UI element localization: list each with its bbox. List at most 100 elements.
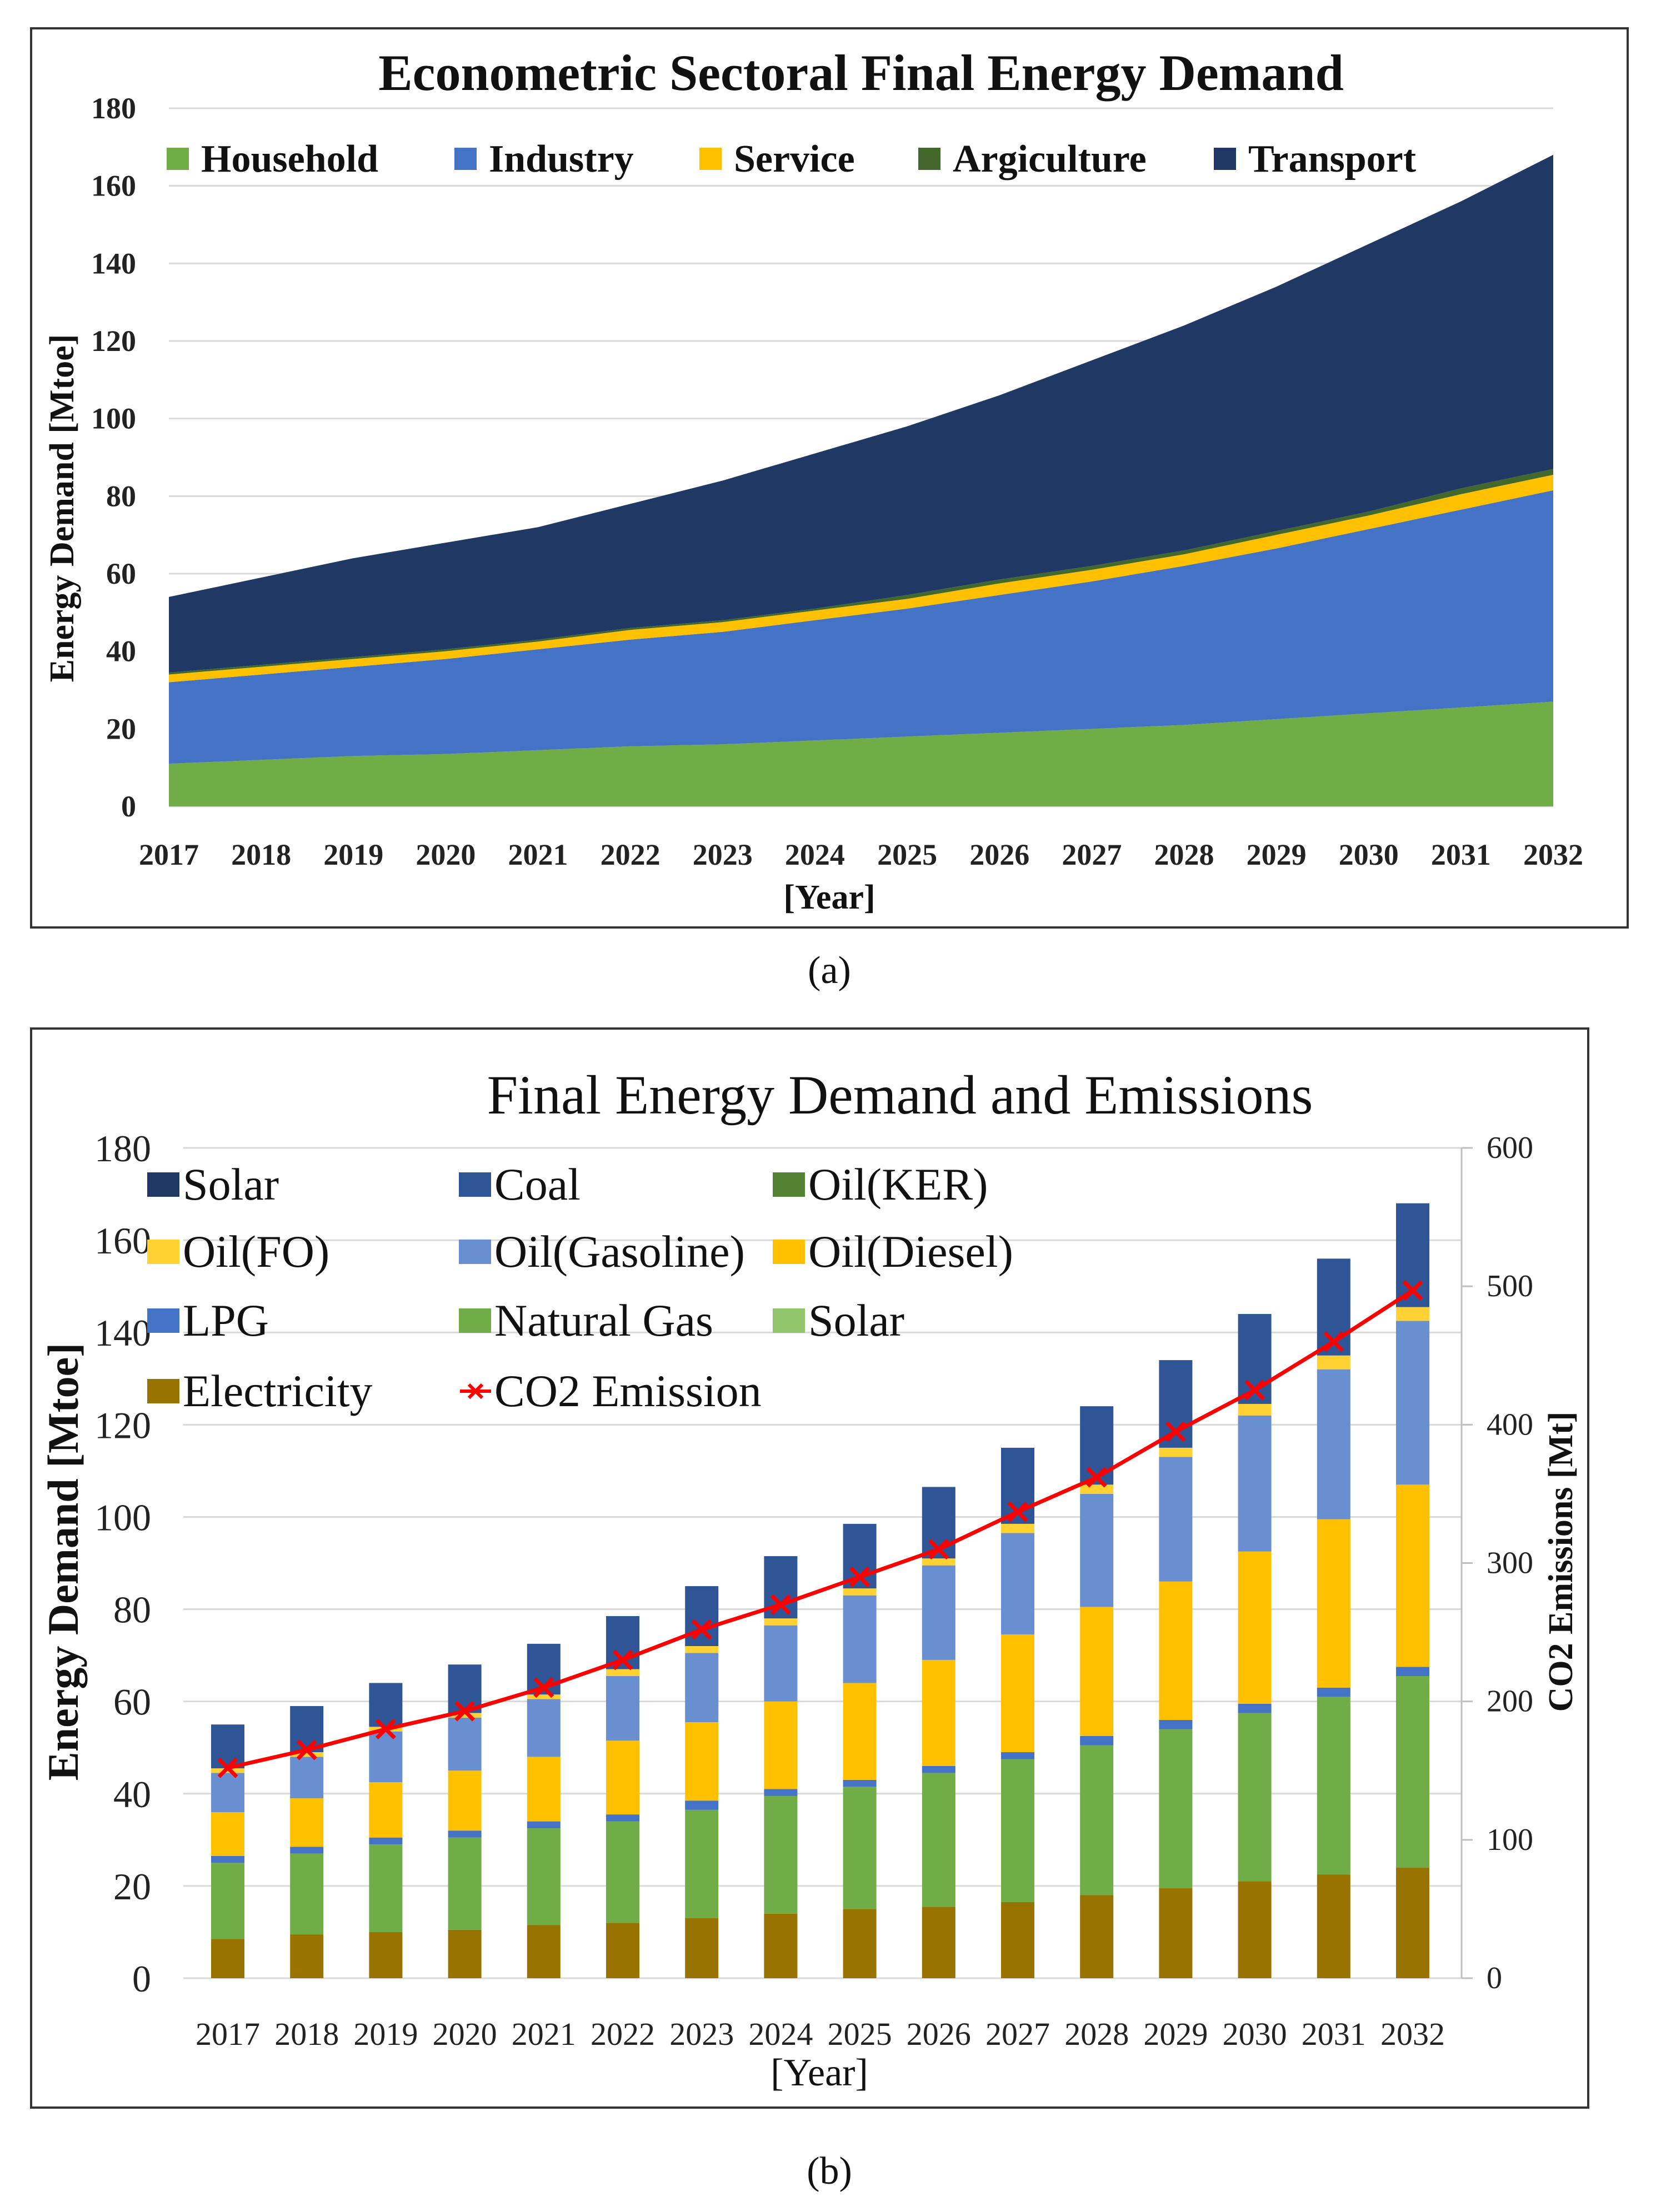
chart-b-title: Final Energy Demand and Emissions bbox=[487, 1064, 1313, 1126]
legend-label: Oil(FO) bbox=[183, 1226, 329, 1277]
bar-segment-electricity bbox=[1396, 1867, 1429, 1978]
legend-label: Oil(Diesel) bbox=[808, 1226, 1013, 1277]
bar-segment-oil-gasoline- bbox=[606, 1676, 639, 1741]
co2-marker-stroke bbox=[770, 1594, 791, 1615]
x-tick-label: 2023 bbox=[693, 838, 753, 871]
legend-label: Service bbox=[734, 138, 855, 180]
bar-segment-oil-diesel- bbox=[843, 1683, 877, 1780]
y-tick-label: 180 bbox=[91, 92, 136, 125]
bar-segment-electricity bbox=[764, 1913, 798, 1978]
legend-swatch-natural-gas bbox=[459, 1308, 491, 1333]
bar-segment-electricity bbox=[369, 1932, 403, 1978]
legend-label: Electricity bbox=[183, 1366, 373, 1416]
y-tick-label: 40 bbox=[106, 635, 136, 668]
x-tick-label: 2028 bbox=[1064, 2016, 1129, 2052]
x-tick-label: 2024 bbox=[785, 838, 845, 871]
x-tick-label: 2030 bbox=[1223, 2016, 1287, 2052]
area-household bbox=[169, 701, 1553, 806]
x-tick-label: 2026 bbox=[969, 838, 1029, 871]
y-tick-label: 120 bbox=[91, 324, 136, 358]
y-tick-label: 100 bbox=[94, 1496, 151, 1538]
co2-marker bbox=[217, 1757, 238, 1778]
x-tick-label: 2027 bbox=[1062, 838, 1122, 871]
bar-segment-oil-fo- bbox=[606, 1669, 639, 1676]
y-tick-label: 0 bbox=[121, 790, 136, 823]
chart-b-y-ticks: 0 20 40 60 80 100 120 140 160 180 bbox=[94, 1127, 151, 2000]
bar-segment-lpg bbox=[685, 1800, 719, 1810]
y-right-tick-label: 300 bbox=[1487, 1546, 1533, 1581]
bar-segment-oil-gasoline- bbox=[527, 1699, 561, 1757]
co2-marker-stroke bbox=[928, 1539, 949, 1560]
bar-segment-electricity bbox=[1238, 1881, 1272, 1978]
bar-segment-natural-gas bbox=[369, 1844, 403, 1932]
bar-segment-oil-fo- bbox=[211, 1768, 244, 1773]
bar-segment-oil-gasoline- bbox=[1238, 1415, 1272, 1552]
bar-segment-oil-gasoline- bbox=[1317, 1369, 1350, 1519]
co2-marker-stroke bbox=[533, 1677, 554, 1698]
legend-swatch-oil-diesel- bbox=[773, 1240, 805, 1264]
bar-segment-oil-fo- bbox=[527, 1694, 561, 1699]
y-tick-label: 40 bbox=[113, 1773, 151, 1815]
legend-label: Oil(Gasoline) bbox=[494, 1226, 745, 1277]
x-tick-label: 2019 bbox=[353, 2016, 418, 2052]
y-tick-label: 60 bbox=[106, 557, 136, 590]
co2-marker bbox=[1323, 1331, 1344, 1352]
bar-segment-oil-diesel- bbox=[369, 1782, 403, 1838]
co2-marker-stroke bbox=[296, 1739, 317, 1760]
chart-b-co2-line bbox=[217, 1280, 1423, 1778]
bar-segment-lpg bbox=[922, 1765, 955, 1773]
bar-segment-oil-gasoline- bbox=[290, 1757, 324, 1799]
co2-line bbox=[227, 1288, 1414, 1770]
bar-segment-oil-gasoline- bbox=[764, 1625, 798, 1702]
bar-segment-lpg bbox=[843, 1779, 877, 1787]
legend-label: Industry bbox=[489, 138, 634, 180]
bar-segment-natural-gas bbox=[211, 1863, 244, 1939]
bar-segment-lpg bbox=[211, 1855, 244, 1863]
x-tick-label: 2032 bbox=[1523, 838, 1583, 871]
bar-segment-oil-fo- bbox=[1001, 1523, 1034, 1533]
co2-marker-stroke bbox=[691, 1619, 712, 1640]
bar-segment-coal bbox=[369, 1683, 403, 1727]
chart-b-y-right-ticks: 0 100 200 300 400 500 600 bbox=[1462, 1131, 1533, 1995]
bar-segment-oil-gasoline- bbox=[843, 1595, 877, 1683]
chart-b-x-ticks: 2017 2018 2019 2020 2021 2022 2023 2024 2025 2026… bbox=[196, 2016, 1445, 2052]
bar-segment-oil-diesel- bbox=[1317, 1519, 1350, 1688]
chart-a-y-ticks: 0 20 40 60 80 100 120 140 160 180 bbox=[91, 92, 136, 823]
bar-segment-oil-diesel- bbox=[290, 1798, 324, 1847]
y-right-tick-label: 400 bbox=[1487, 1407, 1533, 1442]
co2-marker bbox=[1007, 1501, 1028, 1522]
x-tick-label: 2031 bbox=[1302, 2016, 1366, 2052]
legend-label: Argiculture bbox=[953, 138, 1147, 180]
y-right-tick-label: 200 bbox=[1487, 1684, 1533, 1719]
co2-marker bbox=[1244, 1380, 1265, 1401]
y-right-tick-label: 100 bbox=[1487, 1823, 1533, 1857]
x-tick-label: 2032 bbox=[1380, 2016, 1445, 2052]
bar-segment-oil-fo- bbox=[1238, 1403, 1272, 1416]
y-tick-label: 0 bbox=[132, 1958, 151, 2000]
co2-marker bbox=[928, 1539, 949, 1560]
y-tick-label: 160 bbox=[94, 1220, 151, 1262]
bar-segment-oil-gasoline- bbox=[1396, 1321, 1429, 1485]
co2-marker bbox=[849, 1566, 870, 1587]
co2-marker bbox=[533, 1677, 554, 1698]
legend-label: Solar bbox=[183, 1159, 279, 1210]
bar-segment-oil-diesel- bbox=[922, 1659, 955, 1766]
bar-segment-electricity bbox=[211, 1939, 244, 1978]
x-tick-label: 2026 bbox=[907, 2016, 971, 2052]
legend-swatch-industry bbox=[454, 148, 477, 170]
bar-segment-electricity bbox=[527, 1925, 561, 1978]
bar-segment-lpg bbox=[606, 1814, 639, 1822]
legend-swatch-oil-fo- bbox=[147, 1240, 179, 1264]
co2-marker-stroke bbox=[217, 1757, 238, 1778]
co2-marker bbox=[1402, 1280, 1423, 1301]
bar-segment-oil-fo- bbox=[290, 1752, 324, 1757]
x-tick-label: 2029 bbox=[1143, 2016, 1208, 2052]
y-tick-label: 20 bbox=[106, 712, 136, 745]
y-right-tick-label: 500 bbox=[1487, 1269, 1533, 1303]
bar-segment-oil-diesel- bbox=[448, 1770, 482, 1831]
bar-segment-natural-gas bbox=[1080, 1745, 1114, 1895]
bar-segment-oil-diesel- bbox=[1159, 1581, 1193, 1720]
co2-marker bbox=[612, 1649, 633, 1671]
bar-segment-oil-gasoline- bbox=[211, 1773, 244, 1812]
x-tick-label: 2017 bbox=[196, 2016, 260, 2052]
